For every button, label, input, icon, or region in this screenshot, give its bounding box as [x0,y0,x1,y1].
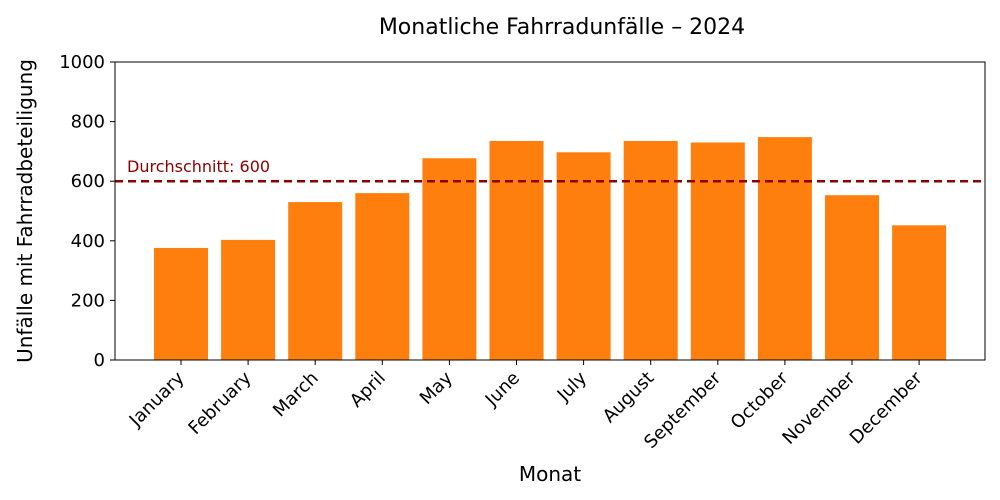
y-tick-label: 0 [94,350,105,371]
x-tick-label: October [727,367,793,433]
x-tick-label: August [599,368,658,427]
x-tick-label: May [416,367,457,408]
bar-november [825,195,879,360]
x-axis-label: Monat [519,462,581,486]
x-tick-label: March [269,368,323,422]
bar-march [288,202,343,360]
bar-january [154,247,208,360]
y-tick-label: 600 [71,171,105,192]
bar-april [355,193,410,360]
y-axis-label: Unfälle mit Fahrradbeteiligung [13,59,37,363]
y-tick-label: 800 [71,112,105,133]
chart-title: Monatliche Fahrradunfälle – 2024 [379,15,745,40]
average-group: Durchschnitt: 600 [115,157,985,183]
bars-group [154,137,947,360]
x-tick-label: February [184,367,255,438]
x-tick-label: April [346,368,390,412]
x-tick-label: December [846,367,927,448]
bar-june [489,140,544,360]
bar-july [556,152,611,360]
y-tick-label: 200 [71,290,105,311]
bar-may [422,158,477,360]
bar-february [221,239,276,360]
bar-august [623,140,678,360]
y-tick-label: 400 [71,231,105,252]
x-tick-label: June [481,368,524,411]
bar-october [757,137,812,360]
plot-frame [114,61,986,361]
x-tick-label: July [553,367,592,406]
bar-december [892,225,947,360]
x-tick-label: January [125,367,189,431]
average-label: Durchschnitt: 600 [127,157,270,176]
y-axis-ticks: 0 200 400 600 800 1000 [59,52,115,371]
y-tick-label: 1000 [59,52,105,73]
bar-september [690,142,745,360]
